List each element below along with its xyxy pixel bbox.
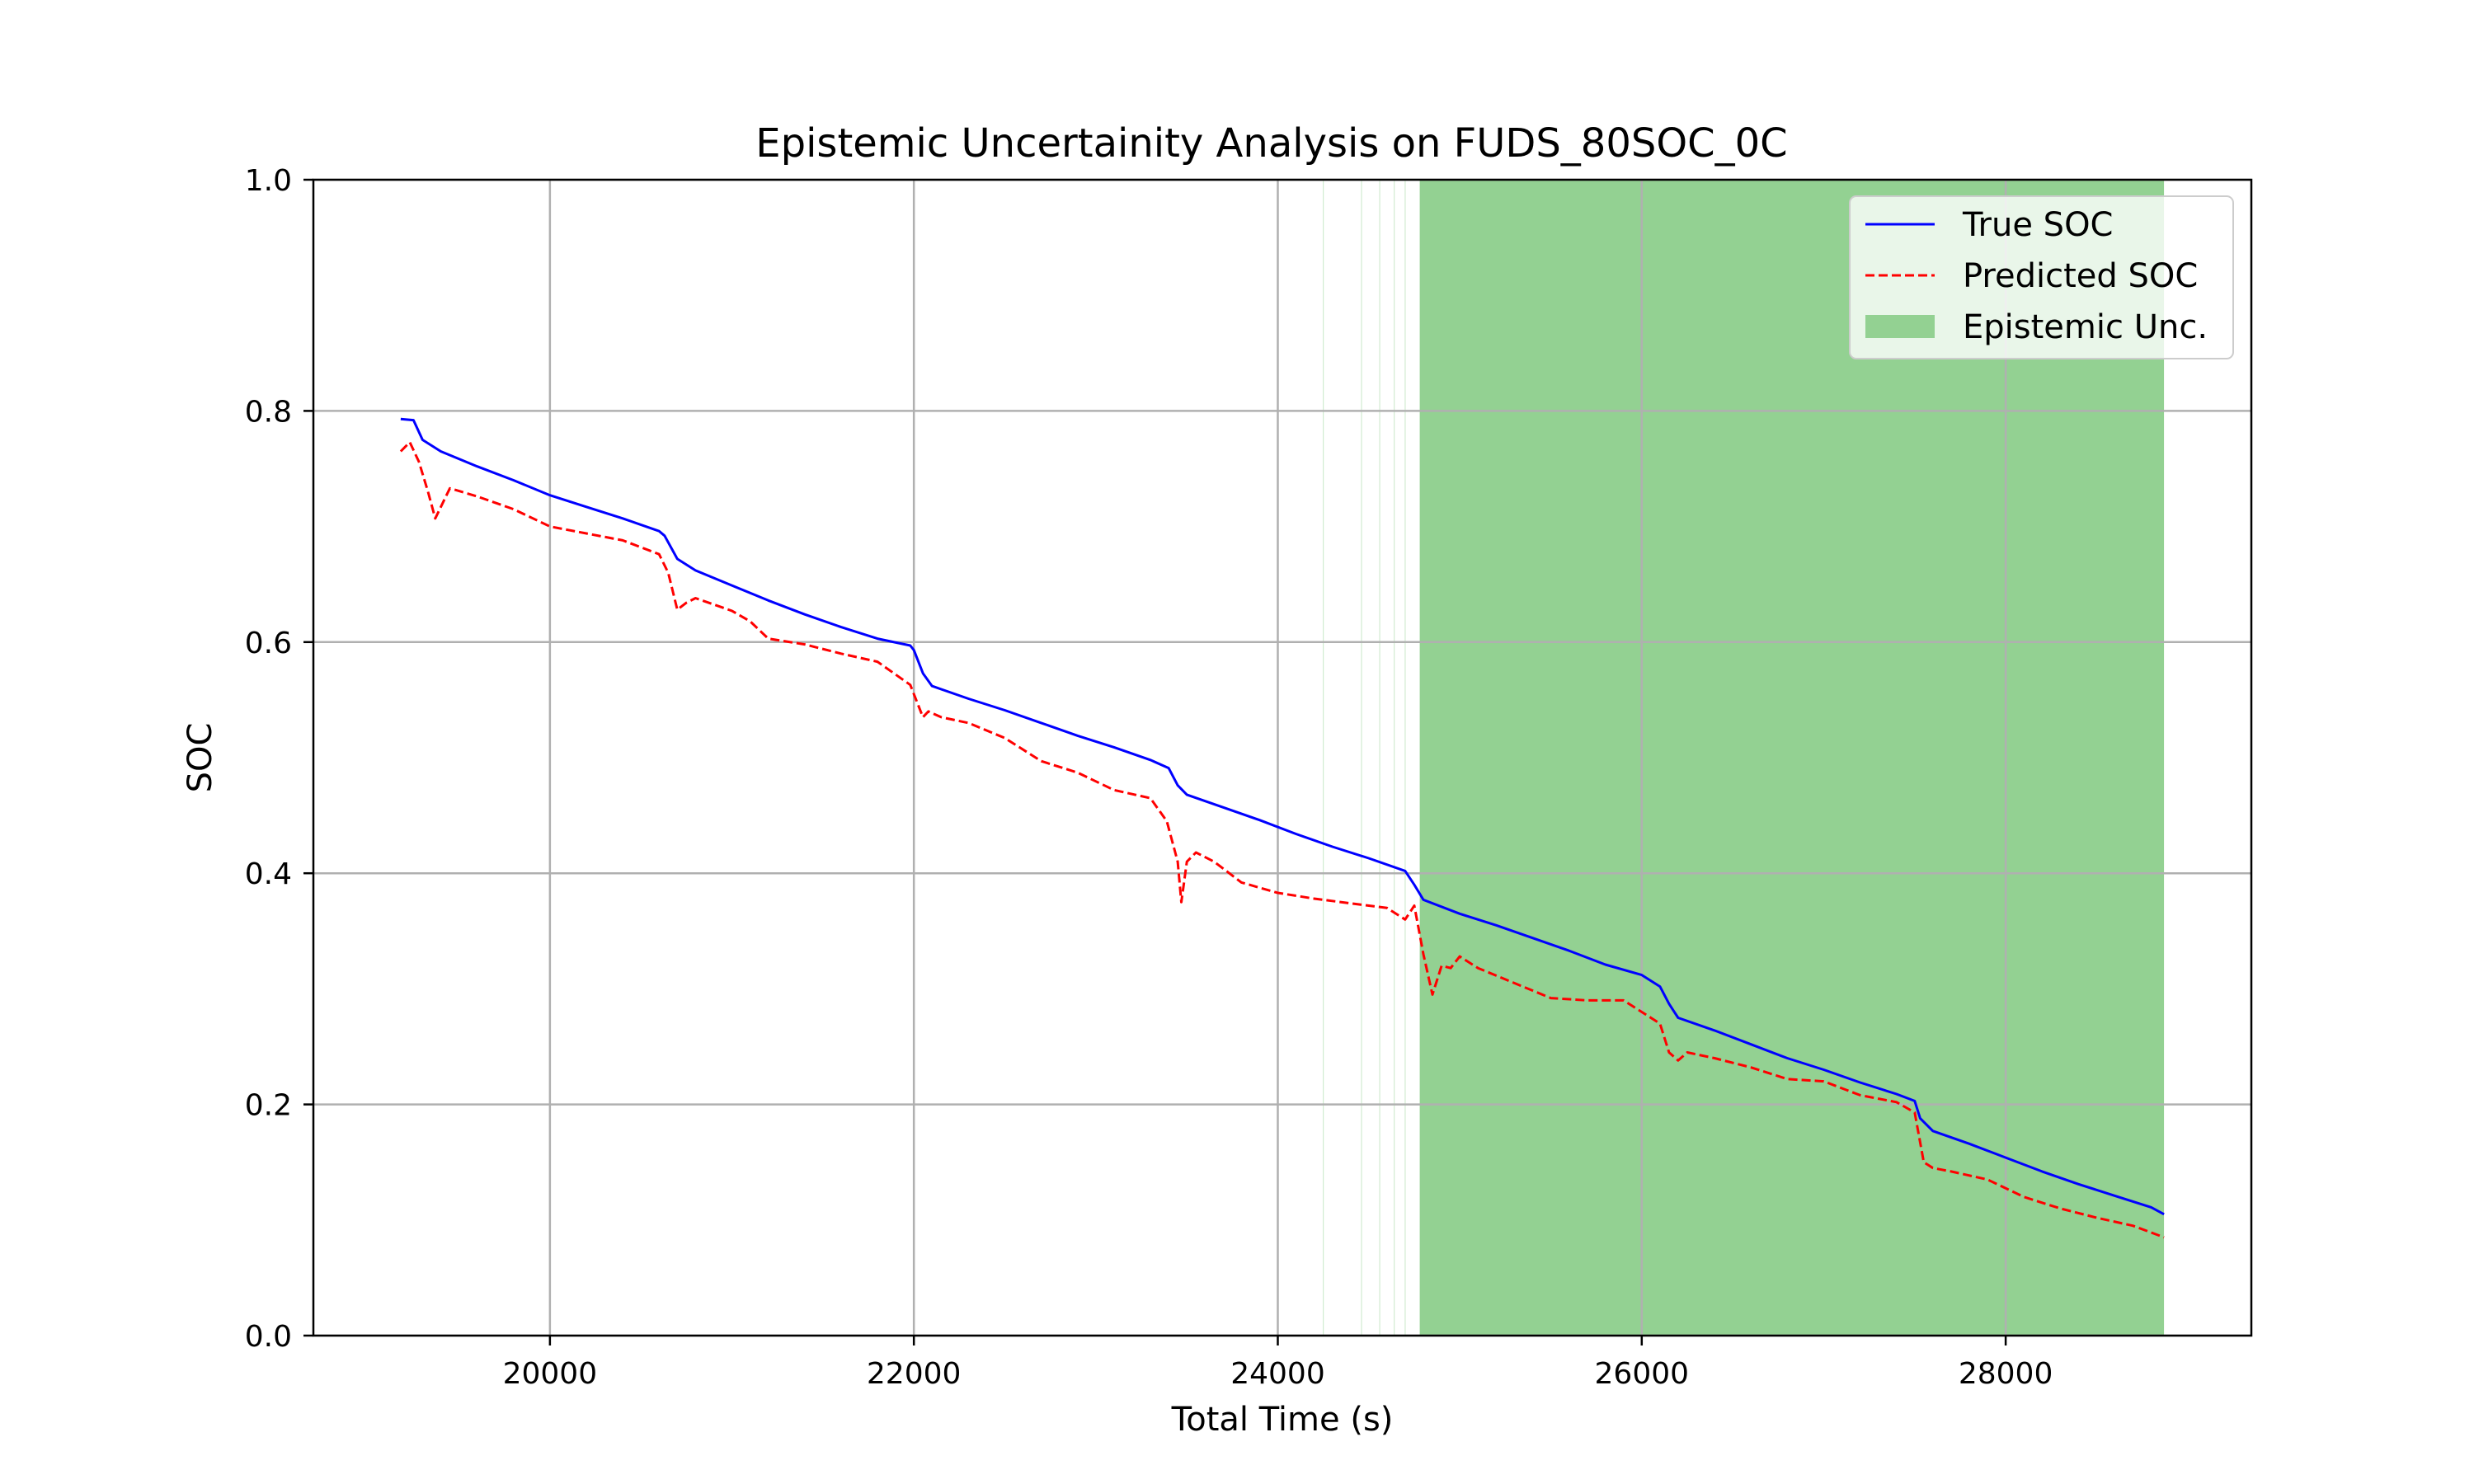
x-tick-label: 20000 [503, 1357, 598, 1391]
series-true-soc [400, 417, 2165, 1216]
legend-label-predicted-soc: Predicted SOC [1963, 257, 2198, 295]
legend-swatch-epistemic-unc [1865, 315, 1935, 338]
y-tick-label: 0.2 [245, 1089, 292, 1123]
chart-title: Epistemic Uncertainity Analysis on FUDS_… [755, 120, 1787, 167]
plot-frame [312, 178, 2253, 1337]
series-lines [399, 417, 2165, 1239]
axis-ticks: 20000 22000 24000 26000 28000 0.0 0.2 0.4 0.6 0.8… [245, 164, 2053, 1391]
y-tick-label: 0.4 [245, 857, 292, 891]
y-tick-label: 0.8 [245, 395, 292, 429]
y-tick-label: 0.6 [245, 627, 292, 660]
legend-box [1849, 195, 2234, 359]
uncertainty-band-fill [1419, 180, 2165, 1336]
x-tick-label: 28000 [1959, 1357, 2053, 1391]
legend: True SOC Predicted SOC Epistemic Unc. [1849, 195, 2234, 359]
y-tick-label: 1.0 [245, 164, 292, 198]
legend-label-true-soc: True SOC [1962, 206, 2113, 244]
y-axis-label: SOC [181, 723, 219, 793]
x-axis-label: Total Time (s) [1171, 1401, 1394, 1439]
x-tick-label: 24000 [1230, 1357, 1325, 1391]
uncertainty-band [1323, 180, 2165, 1336]
y-tick-label: 0.0 [245, 1320, 292, 1354]
x-tick-label: 22000 [867, 1357, 962, 1391]
legend-label-epistemic-unc: Epistemic Unc. [1963, 308, 2208, 346]
x-tick-label: 26000 [1595, 1357, 1690, 1391]
